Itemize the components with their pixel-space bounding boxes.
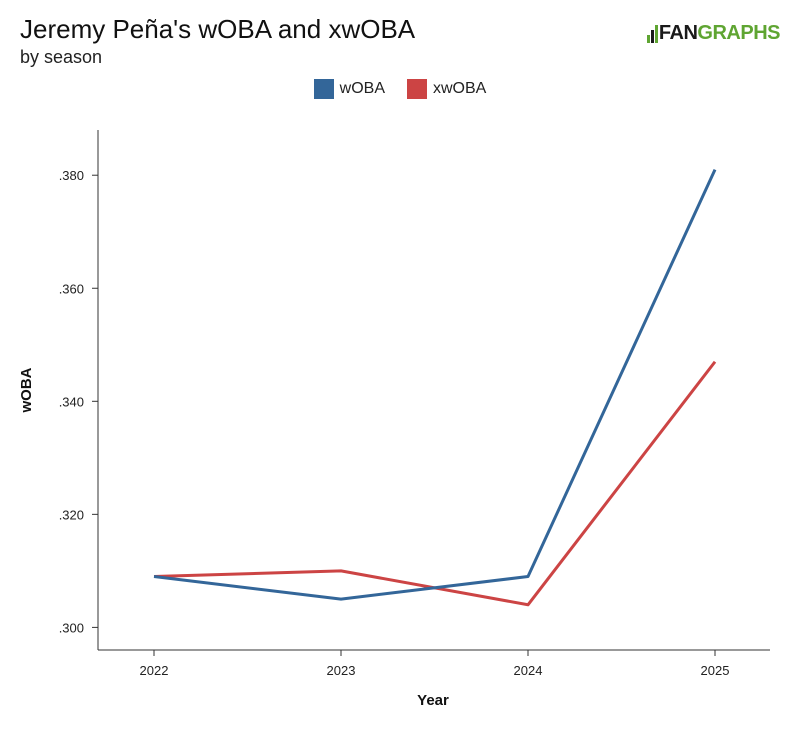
x-tick-label: 2024 — [514, 663, 543, 678]
legend-swatch-woba — [313, 79, 334, 99]
fangraphs-logo[interactable]: FANGRAPHS — [646, 22, 781, 45]
series-line-woba — [153, 168, 717, 601]
logo-graphs-text: GRAPHS — [697, 22, 780, 44]
chart-legend: wOBA xwOBA — [0, 79, 800, 99]
y-tick-label: .380 — [59, 168, 84, 183]
y-axis-title: wOBA — [18, 367, 35, 413]
fangraphs-logo-text: FANGRAPHS — [658, 22, 781, 45]
y-tick-label: .300 — [59, 620, 84, 635]
chart-title: Jeremy Peña's wOBA and xwOBA — [20, 14, 416, 44]
legend-label-woba: wOBA — [339, 80, 385, 97]
legend-item-xwoba[interactable]: xwOBA — [407, 79, 486, 99]
legend-label-xwoba: xwOBA — [433, 80, 487, 97]
series-line-xwoba — [153, 360, 717, 607]
fangraphs-logo-icon — [646, 24, 658, 43]
y-tick-label: .340 — [59, 394, 84, 409]
x-tick-label: 2023 — [327, 663, 356, 678]
x-tick-label: 2025 — [701, 663, 730, 678]
chart-subtitle: by season — [20, 47, 103, 67]
legend-swatch-xwoba — [407, 79, 427, 99]
y-tick-label: .320 — [59, 507, 84, 522]
x-axis-title: Year — [417, 692, 449, 709]
y-tick-label: .360 — [59, 281, 84, 296]
logo-fan-text: FAN — [658, 22, 698, 44]
legend-item-woba[interactable]: wOBA — [313, 79, 385, 99]
x-tick-label: 2022 — [140, 663, 169, 678]
